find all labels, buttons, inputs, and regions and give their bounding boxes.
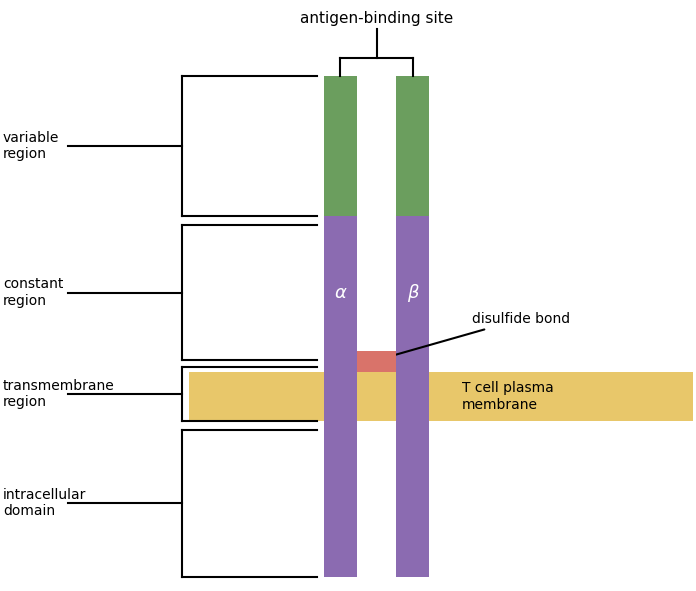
Bar	[324, 76, 357, 576]
Bar	[324, 76, 357, 216]
Text: T cell plasma
membrane: T cell plasma membrane	[462, 381, 554, 411]
Bar	[189, 372, 693, 421]
Text: transmembrane
region: transmembrane region	[3, 379, 115, 409]
Text: intracellular
domain: intracellular domain	[3, 488, 86, 518]
Bar	[357, 351, 396, 372]
Bar	[396, 76, 429, 576]
Text: variable
region: variable region	[3, 131, 59, 161]
Text: β: β	[407, 284, 419, 301]
Text: α: α	[335, 284, 347, 301]
Bar	[396, 76, 429, 216]
Text: antigen-binding site: antigen-binding site	[300, 11, 453, 26]
Text: disulfide bond: disulfide bond	[395, 312, 571, 355]
Text: constant
region: constant region	[3, 277, 63, 308]
